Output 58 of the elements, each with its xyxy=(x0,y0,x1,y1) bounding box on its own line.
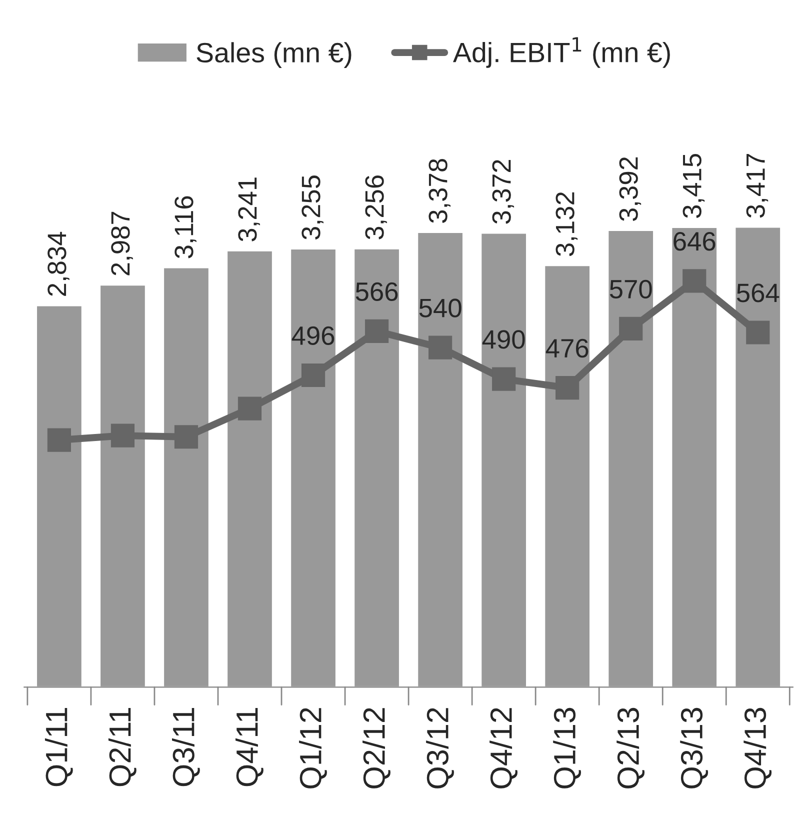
bar xyxy=(36,304,83,688)
data-label: 3,256 xyxy=(365,175,387,240)
bar xyxy=(734,226,782,688)
data-label: 646 xyxy=(674,232,716,251)
legend-label: Sales (mn €) xyxy=(196,42,352,68)
point xyxy=(492,367,516,391)
data-label: 570 xyxy=(610,280,652,299)
data-label: 3,378 xyxy=(428,159,451,223)
data-label: 476 xyxy=(546,338,588,358)
point xyxy=(174,425,198,449)
data-label: 2,834 xyxy=(48,232,70,296)
point xyxy=(301,363,326,388)
x-tick-label: Q1/12 xyxy=(299,708,327,788)
bar xyxy=(670,226,718,688)
bar xyxy=(226,250,274,688)
point xyxy=(428,336,452,360)
point xyxy=(364,319,389,344)
bar xyxy=(544,264,591,688)
bar xyxy=(416,232,464,688)
x-tick-label: Q2/11 xyxy=(108,708,136,786)
x-tick-label: Q3/12 xyxy=(426,708,454,788)
point xyxy=(110,424,135,448)
point xyxy=(619,316,643,341)
bar xyxy=(480,232,528,688)
data-label: 490 xyxy=(482,330,525,349)
data-label: 3,372 xyxy=(492,160,514,224)
data-label: 2,987 xyxy=(111,212,133,276)
data-label: 566 xyxy=(356,282,398,302)
legend-label: Adj. EBIT$^{1}$ (mn €) xyxy=(453,37,670,68)
data-label: 3,241 xyxy=(238,178,260,242)
x-tick-label: Q4/12 xyxy=(490,708,518,788)
point xyxy=(682,269,706,293)
x-tick-label: Q3/11 xyxy=(172,708,200,786)
data-label: 3,255 xyxy=(302,176,324,240)
bar xyxy=(290,248,337,688)
x-tick-label: Q2/13 xyxy=(616,708,645,788)
data-label: 3,116 xyxy=(174,196,196,258)
data-label: 3,132 xyxy=(556,192,578,256)
data-label: 564 xyxy=(736,284,780,302)
x-tick-label: Q2/12 xyxy=(362,708,390,788)
bar xyxy=(353,248,400,688)
point xyxy=(47,428,72,452)
point xyxy=(238,396,262,420)
x-tick-label: Q4/13 xyxy=(744,708,772,788)
data-label: 540 xyxy=(419,298,462,318)
x-tick-label: Q1/13 xyxy=(553,708,582,788)
point xyxy=(556,376,580,400)
data-label: 496 xyxy=(292,326,334,346)
bar xyxy=(607,230,654,688)
x-tick-label: Q3/13 xyxy=(680,708,708,788)
x-tick-label: Q4/11 xyxy=(236,708,264,786)
bar xyxy=(162,266,210,688)
bar xyxy=(99,284,146,688)
data-label: 3,415 xyxy=(682,154,705,218)
x-tick-label: Q1/11 xyxy=(44,708,73,786)
data-label: 3,417 xyxy=(746,154,768,218)
data-label: 3,392 xyxy=(619,157,642,222)
point xyxy=(746,320,770,344)
